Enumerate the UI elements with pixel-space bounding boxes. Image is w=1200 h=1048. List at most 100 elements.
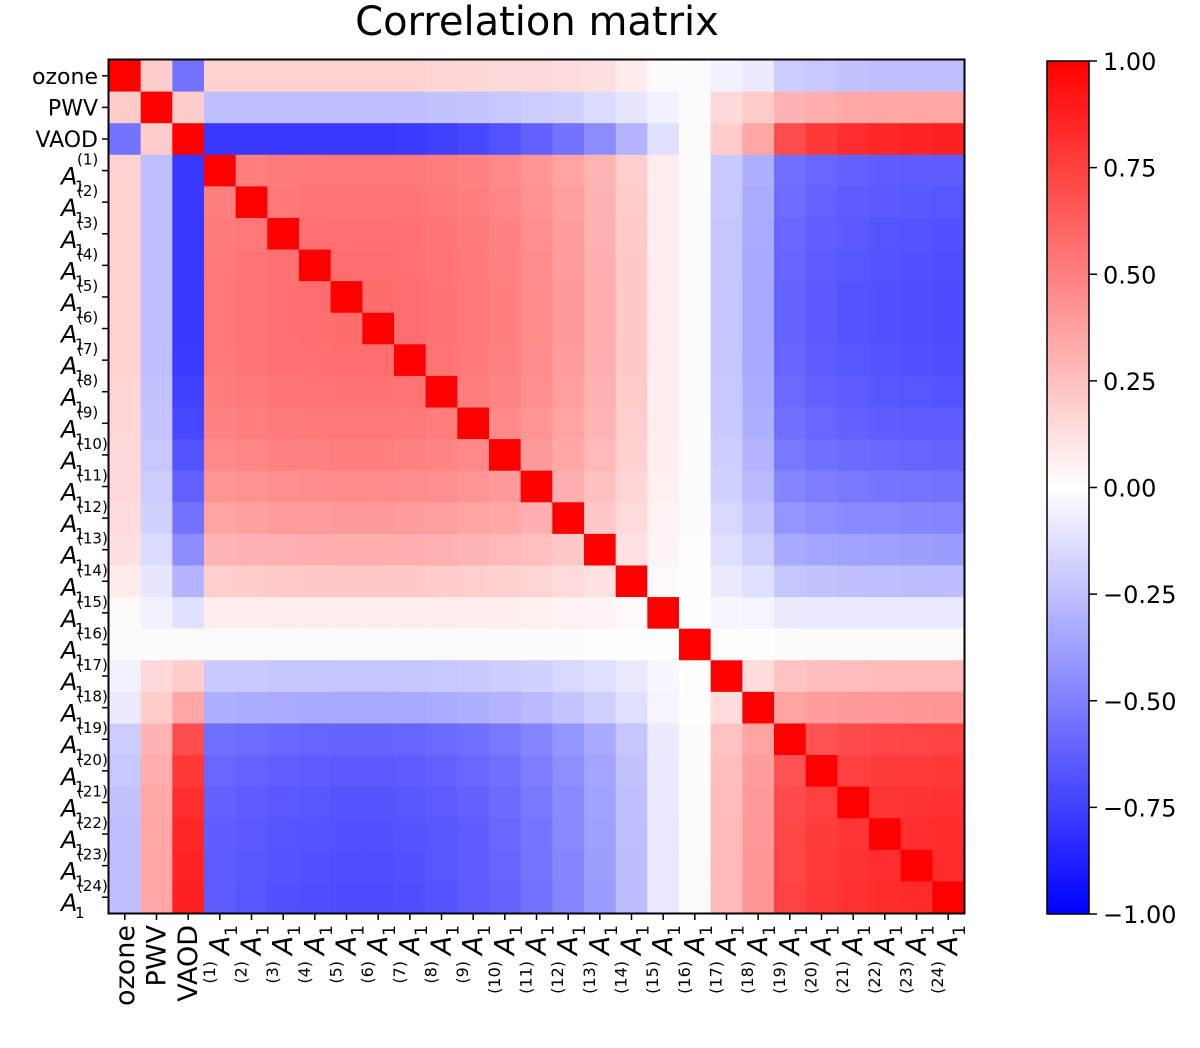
heatmap-cell [742, 375, 775, 409]
heatmap-cell [552, 281, 585, 314]
heatmap-cell [299, 217, 332, 251]
heatmap-cell [172, 597, 205, 630]
heatmap-cell [710, 755, 743, 788]
heatmap-cell [394, 249, 427, 282]
heatmap-cell [299, 881, 332, 914]
heatmap-cell [204, 249, 237, 282]
heatmap-cell [900, 818, 933, 851]
heatmap-cell [362, 281, 395, 314]
heatmap-cell [932, 281, 965, 314]
heatmap-cell [900, 123, 933, 156]
heatmap-cell [172, 691, 205, 725]
heatmap-cell [140, 660, 173, 693]
heatmap-cell [932, 312, 965, 345]
heatmap-cell [204, 123, 237, 156]
heatmap-cell [394, 312, 427, 345]
heatmap-cell [742, 533, 775, 567]
heatmap-cell [869, 154, 902, 187]
heatmap-cell [235, 60, 268, 93]
heatmap-cell [330, 502, 363, 535]
heatmap-cell [362, 60, 395, 93]
heatmap-cell [267, 154, 300, 187]
heatmap-cell [615, 217, 648, 251]
heatmap-cell [615, 597, 648, 630]
heatmap-cell [172, 344, 205, 377]
heatmap-cell [204, 660, 237, 693]
heatmap-cell [900, 344, 933, 377]
heatmap-cell [394, 502, 427, 535]
heatmap-cell [647, 407, 680, 440]
heatmap-cell [267, 723, 300, 756]
heatmap-cell [552, 597, 585, 630]
heatmap-cell [520, 628, 553, 661]
heatmap-cell [489, 502, 522, 535]
heatmap-cell [774, 628, 807, 661]
heatmap-cell [869, 91, 902, 124]
heatmap-cell [552, 818, 585, 851]
heatmap-cell [172, 565, 205, 598]
heatmap-cell [299, 628, 332, 661]
heatmap-cell [520, 60, 553, 93]
heatmap-cell [109, 281, 142, 314]
heatmap-cell [362, 597, 395, 630]
heatmap-cell [425, 502, 458, 535]
heatmap-cell [267, 565, 300, 598]
heatmap-cell [109, 755, 142, 788]
heatmap-cell [552, 786, 585, 819]
heatmap-cell [330, 533, 363, 567]
heatmap-cell [425, 597, 458, 630]
heatmap-cell [140, 217, 173, 251]
y-tick-label: A1(14) [59, 561, 108, 606]
heatmap-cell [457, 660, 490, 693]
heatmap-cell [489, 755, 522, 788]
colorbar-tick-label: 0.25 [1103, 368, 1156, 396]
heatmap-cell [267, 755, 300, 788]
heatmap-cell [330, 470, 363, 503]
heatmap-cell [805, 691, 838, 725]
y-tick-label: A1(23) [59, 846, 108, 891]
heatmap-cell [362, 123, 395, 156]
heatmap-cell [362, 660, 395, 693]
heatmap-cell [837, 312, 870, 345]
heatmap-cell [805, 628, 838, 661]
heatmap-cell [457, 186, 490, 219]
heatmap-cell [140, 249, 173, 282]
heatmap-cell [425, 249, 458, 282]
heatmap-cell [299, 281, 332, 314]
heatmap-cell [520, 723, 553, 756]
heatmap-cell [615, 91, 648, 124]
heatmap-cell [900, 755, 933, 788]
x-tick-label: (24)A1 [928, 925, 970, 994]
heatmap-cell [805, 439, 838, 472]
heatmap-cell [932, 249, 965, 282]
heatmap-cell [584, 154, 617, 187]
heatmap-cell [710, 597, 743, 630]
heatmap-cell [805, 407, 838, 440]
heatmap-cell [584, 786, 617, 819]
heatmap-cell [172, 407, 205, 440]
y-tick-label: ozone [32, 65, 98, 90]
heatmap-cell [710, 470, 743, 503]
heatmap-cell [679, 597, 712, 630]
heatmap-cell [552, 849, 585, 882]
heatmap-cell [710, 691, 743, 725]
x-tick-label: (22)A1 [865, 925, 907, 994]
y-tick-label: A1(8) [59, 372, 98, 417]
heatmap-cell [552, 60, 585, 93]
heatmap-cell [742, 660, 775, 693]
heatmap-cell [710, 565, 743, 598]
heatmap-cell [140, 691, 173, 725]
heatmap-cell [710, 60, 743, 93]
heatmap-cell [805, 375, 838, 409]
heatmap-cell [362, 186, 395, 219]
heatmap-cell [647, 597, 680, 630]
heatmap-cell [425, 60, 458, 93]
heatmap-cell [299, 755, 332, 788]
heatmap-cell [774, 565, 807, 598]
heatmap-cell [109, 881, 142, 914]
heatmap-cell [900, 723, 933, 756]
heatmap-cell [362, 217, 395, 251]
heatmap-cell [552, 154, 585, 187]
heatmap-cell [520, 186, 553, 219]
y-tick-label: A1(3) [59, 214, 98, 259]
